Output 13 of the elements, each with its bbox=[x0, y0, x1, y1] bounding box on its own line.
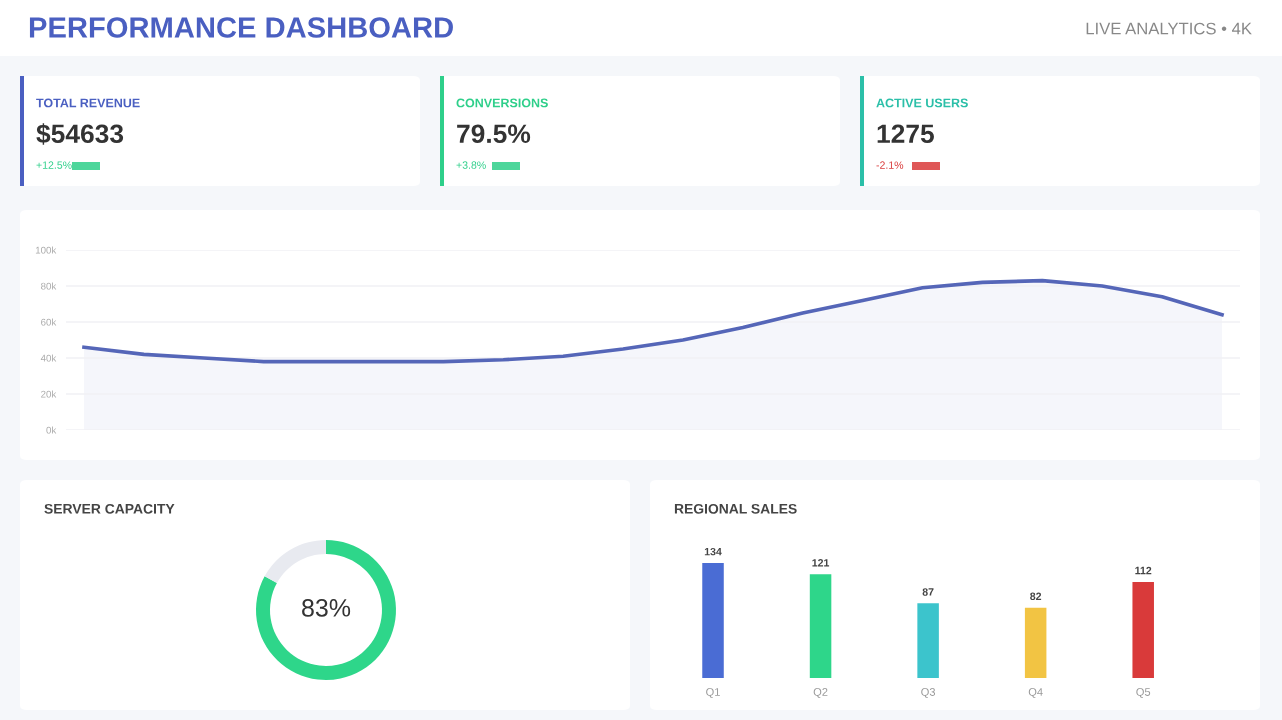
text: LIVE ANALYTICS • 4K bbox=[1086, 22, 1252, 35]
donut-slice bbox=[264, 540, 326, 584]
bar bbox=[1132, 581, 1154, 678]
text: $54633 bbox=[36, 123, 124, 145]
bar bbox=[917, 603, 939, 678]
text: PERFORMANCE DASHBOARD bbox=[29, 17, 453, 38]
text: 83% bbox=[302, 599, 351, 617]
text: 1275 bbox=[877, 124, 934, 144]
bar bbox=[1024, 607, 1047, 678]
bar bbox=[809, 574, 832, 678]
bar bbox=[702, 563, 724, 678]
text: 79.5% bbox=[457, 124, 531, 144]
donut-slice bbox=[256, 540, 396, 680]
